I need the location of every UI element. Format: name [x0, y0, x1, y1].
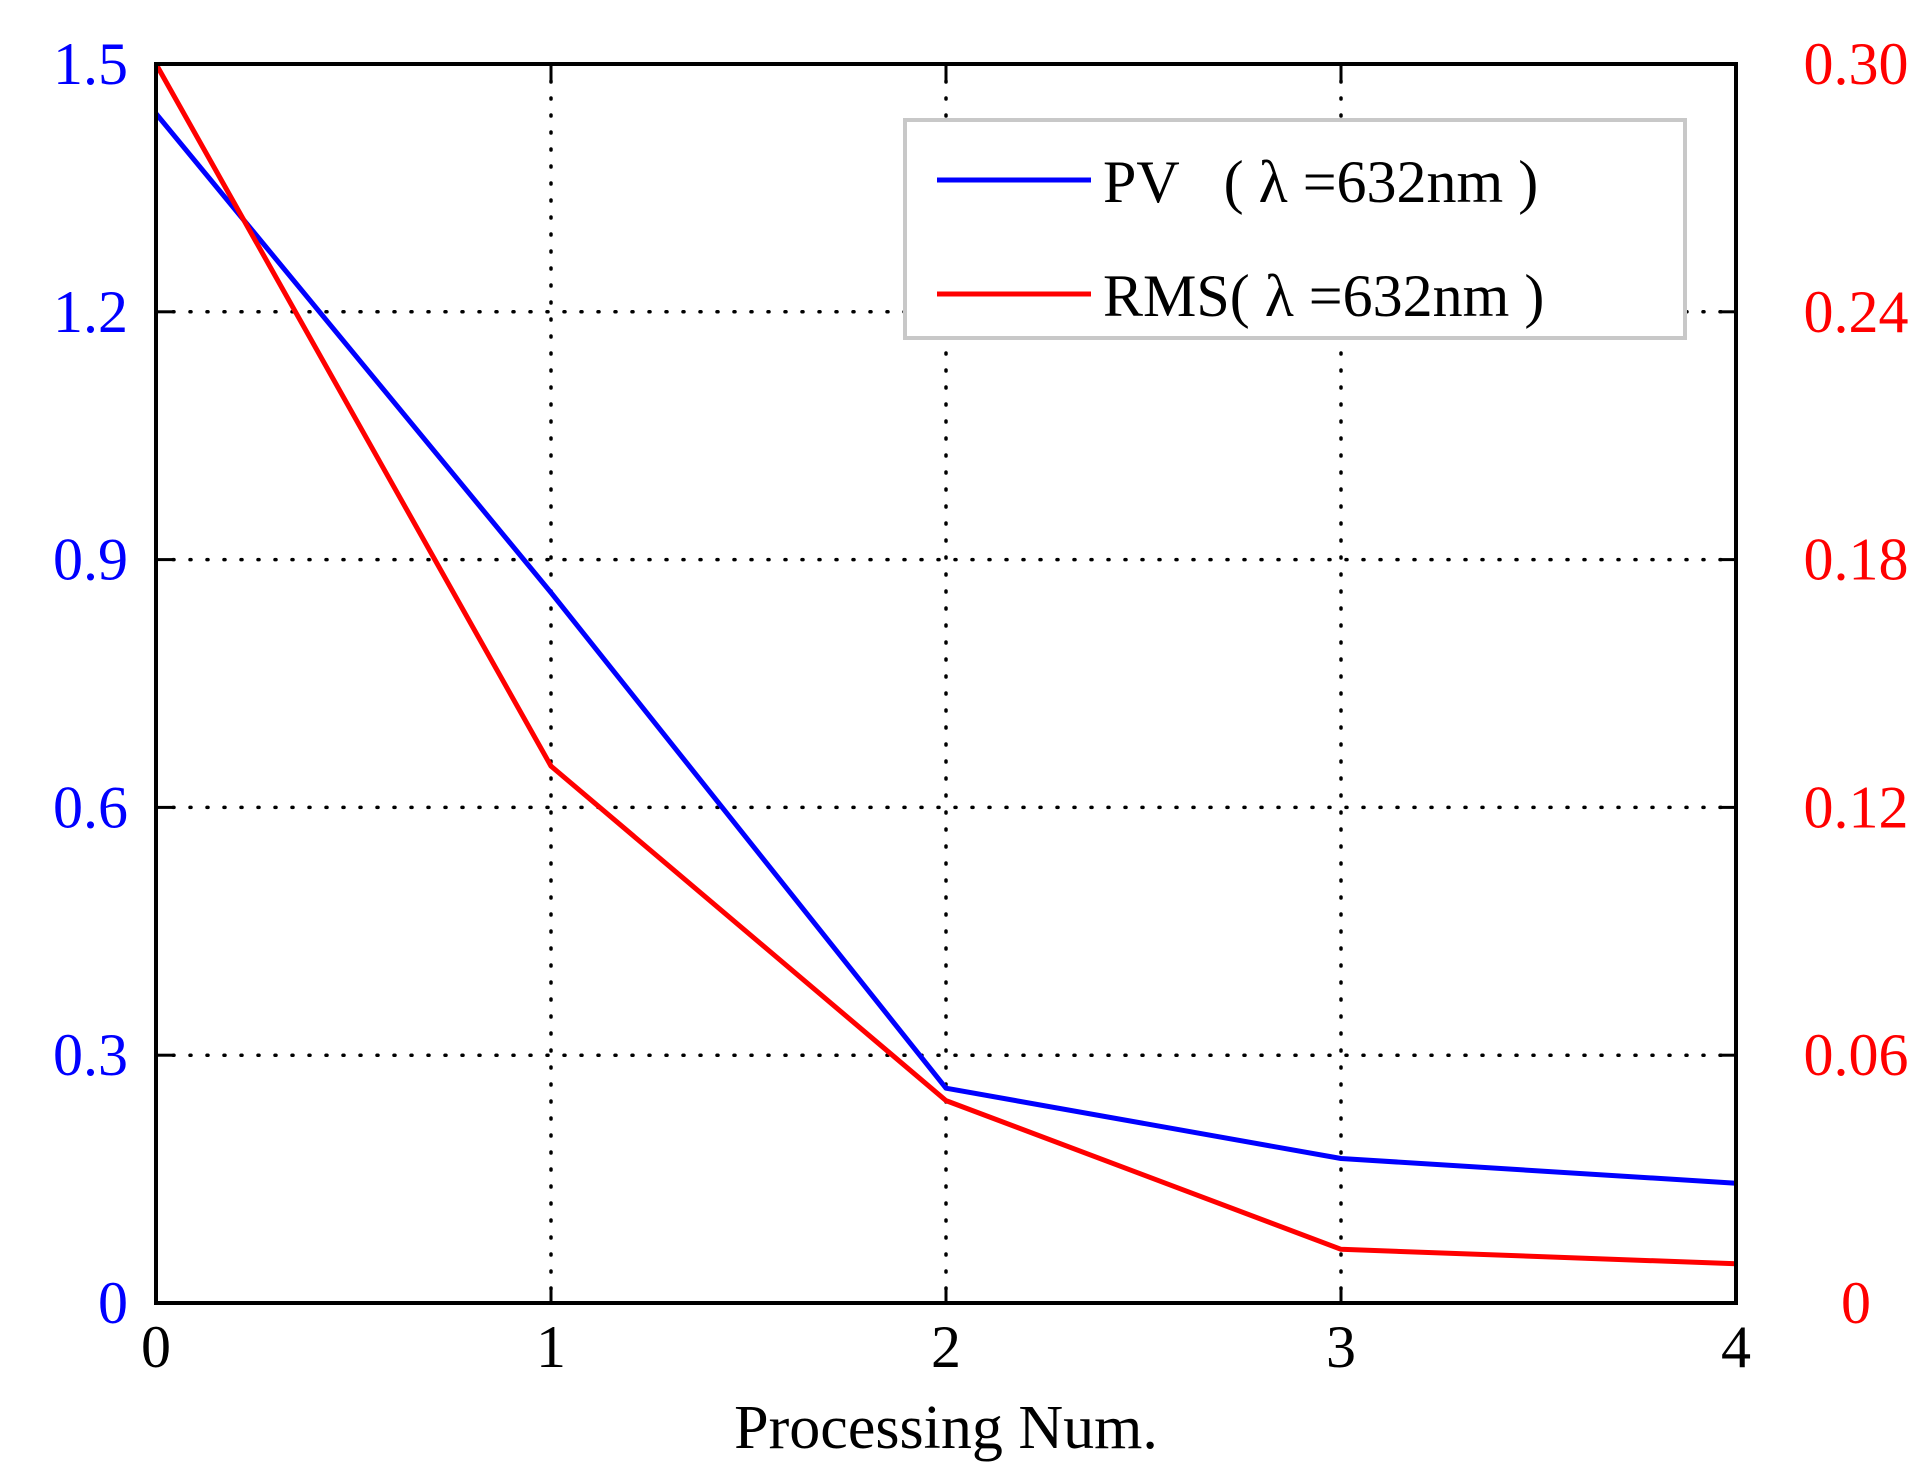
- rms-series-line: [153, 62, 1737, 1267]
- y-left-tick-label: 0: [98, 1270, 128, 1336]
- x-tick-label: 1: [536, 1314, 566, 1380]
- y-right-tick-label: 0.06: [1804, 1022, 1909, 1088]
- y-right-tick-label: 0.24: [1804, 279, 1909, 345]
- axis-ticks: [154, 62, 1738, 1305]
- y-left-tick-label: 0.3: [53, 1022, 128, 1088]
- y-right-tick-label: 0: [1841, 1270, 1871, 1336]
- y-left-tick-label: 0.6: [53, 774, 128, 840]
- x-tick-label: 3: [1326, 1314, 1356, 1380]
- legend-rms-label: RMS( λ =632nm ): [1103, 263, 1544, 329]
- pv-series-line: [154, 112, 1737, 1186]
- legend: PV ( λ =632nm ) RMS( λ =632nm ): [903, 118, 1687, 340]
- y-right-tick-label: 0.30: [1804, 31, 1909, 97]
- tick-labels: 0 1 2 3 40 00.3 0.060.6 0.120.9 0.181.2 0.241.5 0.…: [53, 31, 1909, 1380]
- y-right-tick-label: 0.18: [1804, 527, 1909, 593]
- x-tick-label: 2: [931, 1314, 961, 1380]
- legend-pv-label: PV ( λ =632nm ): [1103, 149, 1538, 215]
- y-left-tick-label: 0.9: [53, 527, 128, 593]
- x-tick-label: 4: [1721, 1314, 1751, 1380]
- y-left-tick-label: 1.2: [53, 279, 128, 345]
- x-axis-title: Processing Num.: [734, 1394, 1158, 1462]
- y-right-tick-label: 0.12: [1804, 774, 1909, 840]
- x-tick-label: 0: [141, 1314, 171, 1380]
- series-lines: [153, 62, 1737, 1267]
- legend-box: [903, 118, 1687, 340]
- y-left-tick-label: 1.5: [53, 31, 128, 97]
